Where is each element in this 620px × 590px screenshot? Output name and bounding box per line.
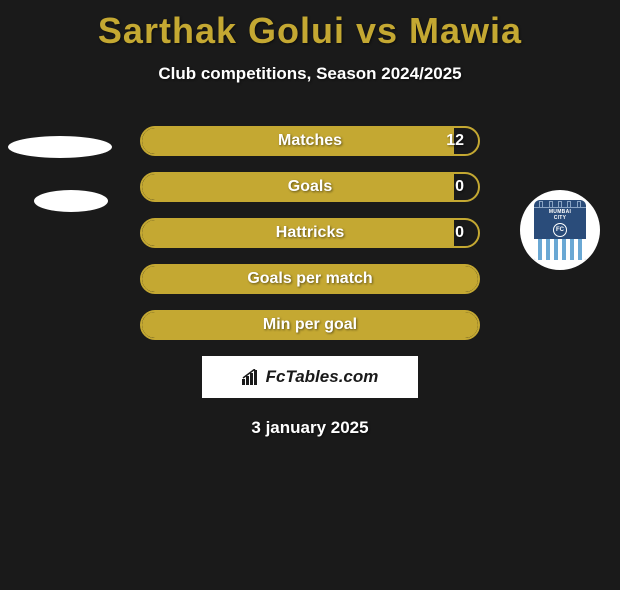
stat-label: Goals <box>288 178 332 196</box>
badge-stripes-icon <box>534 239 586 260</box>
stat-value: 0 <box>455 178 464 196</box>
footer-date: 3 january 2025 <box>0 418 620 438</box>
stat-value: 0 <box>455 224 464 242</box>
stat-bar: Hattricks 0 <box>140 218 480 248</box>
stat-label: Goals per match <box>247 270 372 288</box>
stat-label: Hattricks <box>276 224 344 242</box>
stat-label: Matches <box>278 132 342 150</box>
stat-value: 12 <box>446 132 464 150</box>
brand-box: FcTables.com <box>202 356 418 398</box>
badge-fc-roundel: FC <box>553 223 567 237</box>
stat-bar: Goals 0 <box>140 172 480 202</box>
stat-bars-container: Matches 12 Goals 0 Hattricks 0 Goals per match… <box>140 126 480 340</box>
player-oval-1 <box>8 136 112 158</box>
club-badge-right: MUMBAI CITY FC <box>520 190 600 270</box>
stat-bar: Goals per match <box>140 264 480 294</box>
mumbai-city-badge: MUMBAI CITY FC <box>534 200 586 260</box>
stat-bar: Min per goal <box>140 310 480 340</box>
page-subtitle: Club competitions, Season 2024/2025 <box>0 64 620 84</box>
brand-text: FcTables.com <box>266 367 379 387</box>
bar-chart-icon <box>242 369 264 385</box>
stat-bar: Matches 12 <box>140 126 480 156</box>
stat-label: Min per goal <box>263 316 357 334</box>
badge-club-name: MUMBAI CITY <box>549 210 571 221</box>
brand-logo: FcTables.com <box>242 367 379 387</box>
player-oval-2 <box>34 190 108 212</box>
page-title: Sarthak Golui vs Mawia <box>0 10 620 52</box>
badge-crenellation-icon <box>534 200 586 208</box>
